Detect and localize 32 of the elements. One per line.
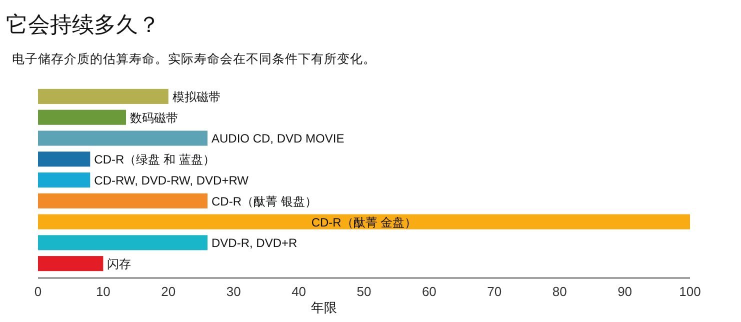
x-tick-label: 30: [226, 284, 241, 299]
bar: [38, 172, 90, 188]
bar: [38, 88, 168, 104]
x-tick-label: 50: [356, 284, 372, 299]
y-tick-label: CD-RW, DVD-RW, DVD+RW: [94, 174, 250, 188]
x-tick-label: 40: [292, 284, 306, 299]
y-tick-label: CD-R（酞菁 金盘）: [311, 215, 417, 230]
bar: [38, 235, 208, 250]
x-tick-label: 20: [161, 284, 176, 299]
x-tick-label: 10: [96, 284, 110, 299]
chart-subtitle: 电子储存介质的估算寿命。实际寿命会在不同条件下有所变化。: [12, 52, 376, 66]
x-tick-label: 100: [679, 284, 701, 299]
x-tick-label: 80: [552, 284, 567, 299]
y-tick-label: 模拟磁带: [172, 90, 220, 104]
bar: [38, 193, 208, 208]
y-tick-label: CD-R（绿盘 和 蓝盘）: [94, 152, 215, 167]
chart-title: 它会持续多久？: [6, 12, 160, 37]
y-tick-label: 闪存: [107, 257, 132, 272]
bar: [38, 214, 690, 230]
x-axis-title: 年限: [311, 300, 337, 315]
y-tick-label: 数码磁带: [130, 110, 178, 125]
x-tick-label: 0: [34, 284, 42, 299]
x-tick-label: 90: [618, 284, 632, 299]
bar: [38, 256, 104, 272]
y-tick-label: CD-R（酞菁 银盘）: [212, 194, 317, 208]
bar: [38, 130, 208, 146]
bar: [38, 110, 126, 125]
x-tick-label: 60: [422, 284, 436, 299]
y-tick-label: DVD-R, DVD+R: [212, 236, 298, 250]
y-tick-label: AUDIO CD, DVD MOVIE: [212, 132, 344, 146]
bar: [38, 152, 90, 167]
x-tick-label: 70: [487, 284, 502, 299]
